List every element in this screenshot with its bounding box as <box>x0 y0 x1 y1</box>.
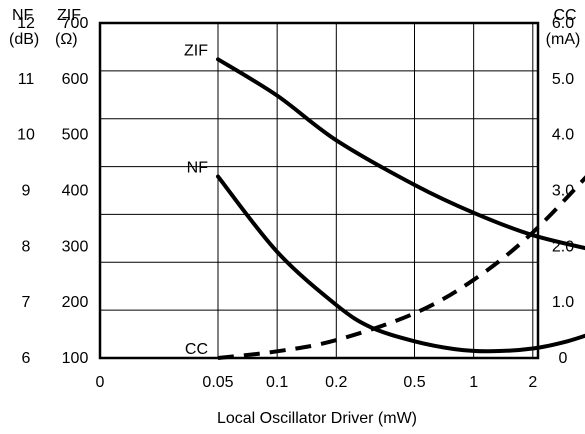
cc-tick-label: 0 <box>559 350 568 367</box>
nf-axis-title: NF <box>12 7 34 24</box>
nf-tick-label: 7 <box>22 294 31 311</box>
cc-tick-label: 5.0 <box>552 71 574 88</box>
zif-curve <box>216 57 585 251</box>
zif-series-label: ZIF <box>184 42 208 59</box>
zif-tick-label: 600 <box>62 71 89 88</box>
x-tick-label: 2 <box>528 374 537 391</box>
x-axis-title: Local Oscillator Driver (mW) <box>217 410 417 427</box>
labels: NF(dB)1211109876ZIF(Ω)700600500400300200… <box>9 7 581 427</box>
curves <box>216 57 585 360</box>
cc-tick-label: 2.0 <box>552 238 574 255</box>
nf-tick-label: 11 <box>18 71 35 88</box>
cc-tick-label: 4.0 <box>552 127 574 144</box>
x-tick-label: 0.05 <box>202 374 233 391</box>
cc-series-label: CC <box>185 341 208 358</box>
nf-curve <box>216 174 585 354</box>
nf-axis-unit: (dB) <box>9 31 39 48</box>
zif-axis-unit: (Ω) <box>55 31 78 48</box>
grid <box>100 23 538 358</box>
cc-axis-title: CC <box>553 7 576 24</box>
cc-axis-unit: (mA) <box>546 31 581 48</box>
zif-tick-label: 500 <box>62 127 89 144</box>
zif-axis-title: ZIF <box>57 7 81 24</box>
zif-tick-label: 400 <box>62 183 89 200</box>
zif-tick-label: 300 <box>62 238 89 255</box>
x-tick-label: 0 <box>96 374 105 391</box>
nf-tick-label: 8 <box>22 238 31 255</box>
x-tick-label: 0.2 <box>325 374 347 391</box>
nf-tick-label: 6 <box>22 350 31 367</box>
nf-tick-label: 12 <box>17 15 35 32</box>
nf-series-label: NF <box>187 160 209 177</box>
cc-tick-label: 6.0 <box>552 15 574 32</box>
cc-tick-label: 1.0 <box>552 294 574 311</box>
zif-tick-label: 200 <box>62 294 89 311</box>
nf-tick-label: 10 <box>17 127 35 144</box>
x-tick-label: 1 <box>469 374 478 391</box>
cc-tick-label: 3.0 <box>552 183 574 200</box>
zif-tick-label: 100 <box>62 350 89 367</box>
nf-tick-label: 9 <box>22 183 31 200</box>
x-tick-label: 0.1 <box>266 374 288 391</box>
x-tick-label: 0.5 <box>403 374 425 391</box>
cc-curve <box>217 175 585 360</box>
plot-frame <box>98 21 540 360</box>
zif-tick-label: 700 <box>62 15 89 32</box>
